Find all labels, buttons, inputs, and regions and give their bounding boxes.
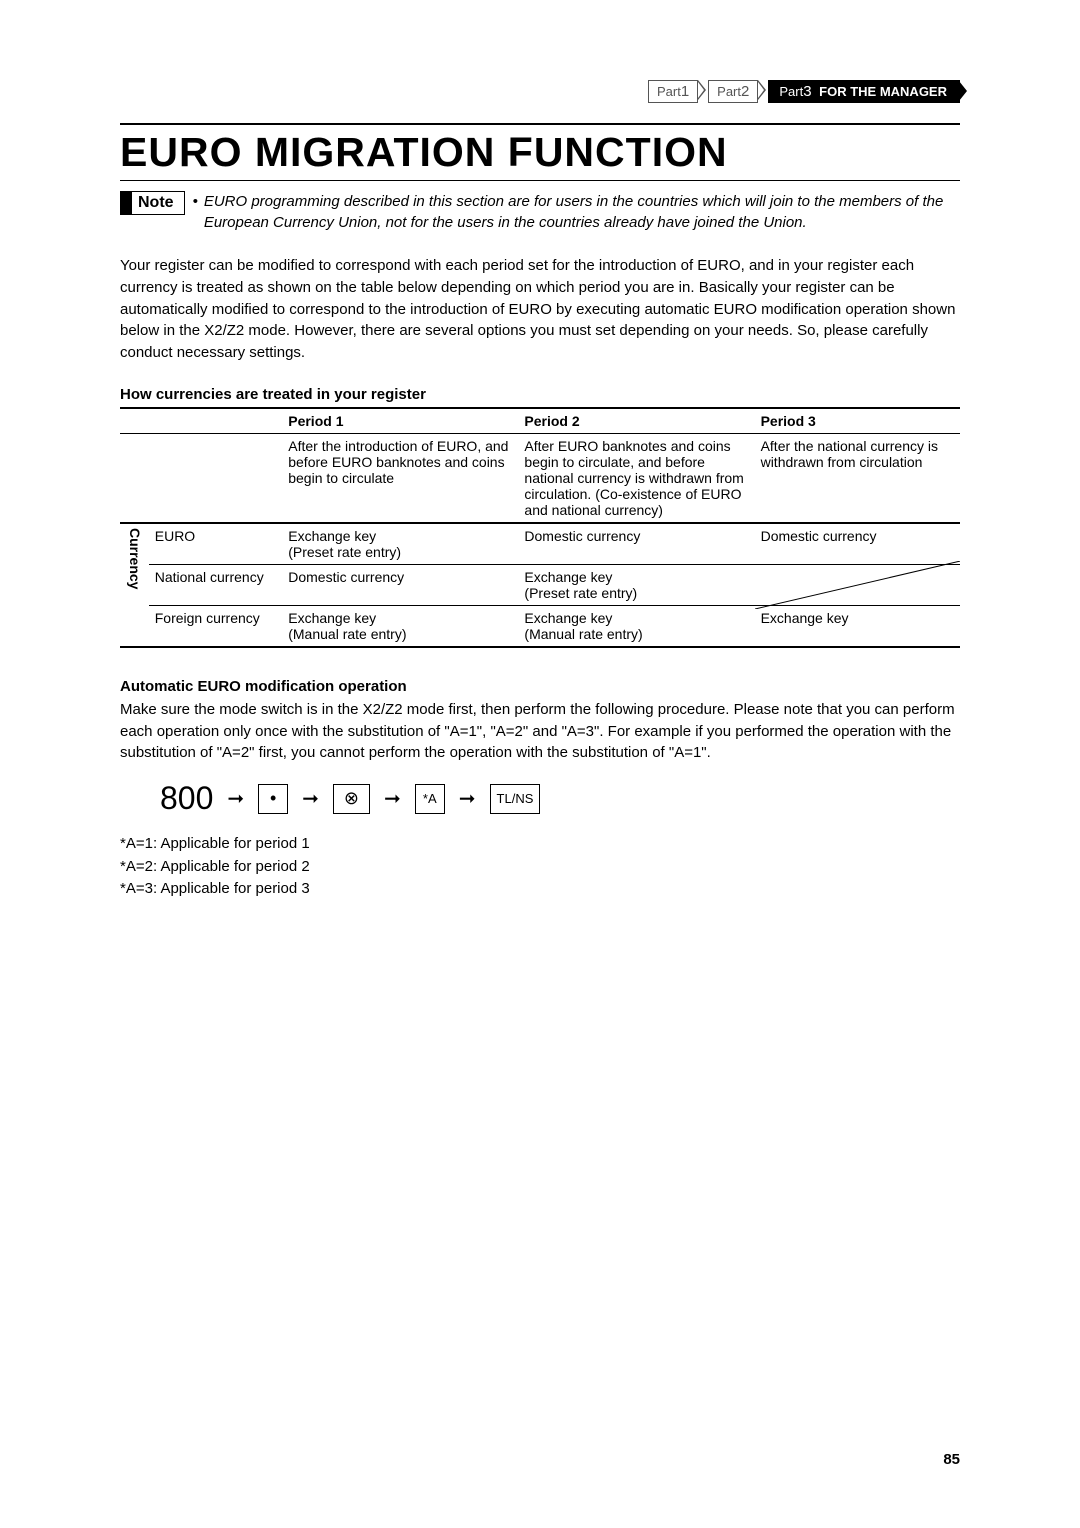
key-multiply: ⊗ [333,784,370,814]
row-euro-p1b: (Preset rate entry) [288,544,512,560]
th-period1: Period 1 [282,408,518,434]
row-for-p1: Exchange key (Manual rate entry) [282,605,518,647]
row-nat-p1: Domestic currency [282,564,518,605]
auto-heading: Automatic EURO modification operation [120,678,960,695]
procedure-row: 800 ➞ • ➞ ⊗ ➞ *A ➞ TL/NS [160,780,960,817]
arrow-icon: ➞ [459,786,476,811]
arrow-icon: ➞ [227,786,244,811]
row-euro-label: EURO [149,523,282,565]
row-nat-p2: Exchange key (Preset rate entry) [518,564,754,605]
row-for-p2: Exchange key (Manual rate entry) [518,605,754,647]
row-for-label: Foreign currency [149,605,282,647]
currency-table: Period 1 Period 2 Period 3 After the int… [120,407,960,648]
desc-period3: After the national currency is withdrawn… [755,433,960,523]
breadcrumb: Part1 Part2 Part3 FOR THE MANAGER [120,80,960,103]
bc-part2-num: 2 [741,83,749,100]
note-text: EURO programming described in this secti… [204,191,960,233]
row-euro-p3: Domestic currency [755,523,960,565]
breadcrumb-part1: Part1 [648,80,698,103]
row-euro-p2: Domestic currency [518,523,754,565]
legend-a2: *A=2: Applicable for period 2 [120,856,960,879]
row-for-p2a: Exchange key [524,610,748,626]
bc-active-label: FOR THE MANAGER [819,84,947,99]
key-a: *A [415,784,445,814]
note-block: Note • EURO programming described in thi… [120,191,960,233]
row-nat-p3-diagonal [755,564,960,605]
row-euro-p1a: Exchange key [288,528,512,544]
bc-part3-label: Part [779,84,803,99]
bc-part3-num: 3 [803,83,811,100]
page-number: 85 [943,1451,960,1468]
page-title: EURO MIGRATION FUNCTION [120,129,960,176]
row-euro-p1: Exchange key (Preset rate entry) [282,523,518,565]
legend: *A=1: Applicable for period 1 *A=2: Appl… [120,833,960,901]
key-tlns: TL/NS [490,784,541,814]
bc-part1-label: Part [657,84,681,99]
table-heading: How currencies are treated in your regis… [120,386,960,403]
auto-text: Make sure the mode switch is in the X2/Z… [120,699,960,764]
key-dot: • [258,784,288,814]
breadcrumb-part3-active: Part3 FOR THE MANAGER [768,80,960,103]
rule-under-title [120,180,960,181]
rule-top-thick [120,123,960,125]
row-nat-p2a: Exchange key [524,569,748,585]
bc-part1-num: 1 [681,83,689,100]
row-for-p3: Exchange key [755,605,960,647]
row-for-p1b: (Manual rate entry) [288,626,512,642]
arrow-icon: ➞ [302,786,319,811]
row-for-p2b: (Manual rate entry) [524,626,748,642]
row-nat-p2b: (Preset rate entry) [524,585,748,601]
currency-side-label: Currency [120,523,149,647]
proc-800: 800 [160,780,213,817]
legend-a1: *A=1: Applicable for period 1 [120,833,960,856]
note-bullet-icon: • [193,191,198,233]
row-nat-label: National currency [149,564,282,605]
row-for-p1a: Exchange key [288,610,512,626]
desc-period1: After the introduction of EURO, and befo… [282,433,518,523]
desc-period2: After EURO banknotes and coins begin to … [518,433,754,523]
note-badge: Note [120,191,185,215]
th-period2: Period 2 [518,408,754,434]
bc-part2-label: Part [717,84,741,99]
legend-a3: *A=3: Applicable for period 3 [120,878,960,901]
breadcrumb-part2: Part2 [708,80,758,103]
intro-paragraph: Your register can be modified to corresp… [120,255,960,364]
arrow-icon: ➞ [384,786,401,811]
th-period3: Period 3 [755,408,960,434]
